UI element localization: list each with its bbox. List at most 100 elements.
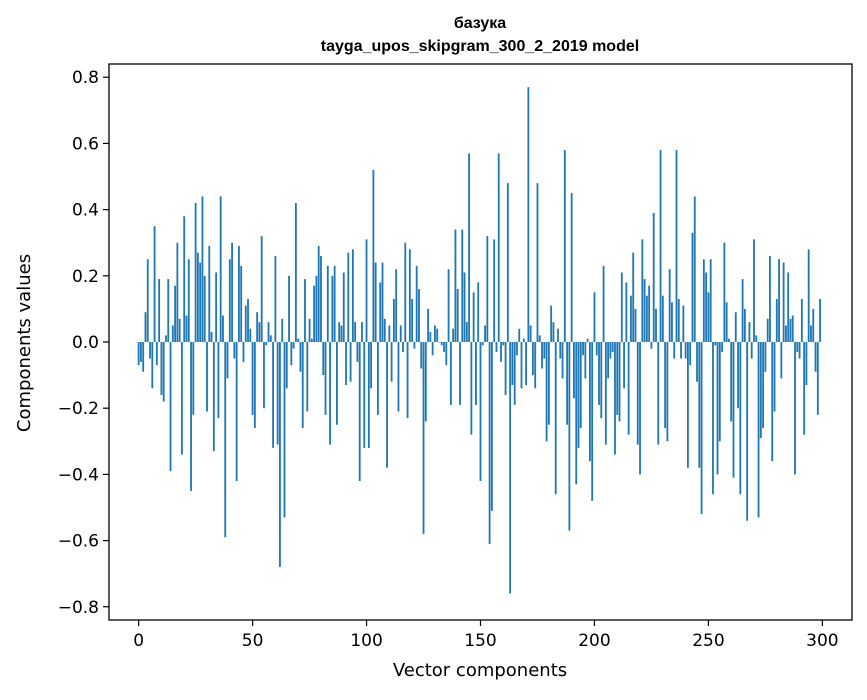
bar [522,338,525,342]
bar [249,328,252,342]
bar [616,342,619,415]
bar [206,342,208,412]
bar [440,342,443,346]
bar [408,249,411,342]
bar [411,298,414,342]
bar [743,308,746,342]
bar [142,342,145,372]
bar [497,153,500,342]
bar [404,242,407,342]
bar [591,342,594,501]
bar [367,342,370,448]
bar [805,342,808,386]
y-tick-label: 0.2 [72,267,99,287]
bar [746,342,749,521]
bar [643,279,646,342]
bar [696,342,698,382]
bar [712,342,714,495]
bar [807,249,810,342]
bar [297,338,300,342]
bar [151,342,154,389]
bar [645,295,648,342]
bar [668,269,671,342]
bar [784,325,787,342]
bar [559,342,562,359]
bar [748,322,751,342]
bar [650,342,653,349]
bar [190,342,192,491]
bar [709,259,712,342]
bar [595,342,598,356]
bar [146,259,149,342]
bar [693,196,696,342]
bar [566,342,569,425]
bar [689,342,692,366]
bar [810,325,812,342]
bar [769,255,771,342]
bars-group [137,87,821,594]
bar [365,239,368,342]
bar [800,298,803,342]
bar [707,292,710,342]
bar [814,342,817,372]
bar [283,342,286,518]
bar [253,342,256,429]
y-axis-label: Components values [14,254,35,432]
bar [604,342,607,445]
bar [187,259,190,342]
bar [721,342,723,352]
bar [235,342,238,481]
bar [739,342,742,495]
bar [310,338,313,342]
bar [429,332,432,342]
bar [260,236,263,342]
bar [354,322,357,342]
bar [782,262,785,342]
x-axis-ticks: 0 50 100 150 200 250 300 [133,620,839,651]
bar [661,295,664,342]
bar [684,342,687,359]
bar [228,259,231,342]
bar [716,342,719,475]
bar [196,252,199,342]
bar [176,242,179,342]
bar [819,298,821,342]
bar [210,332,213,342]
bar [534,342,537,389]
x-tick-label: 50 [242,631,264,651]
bar [397,342,400,412]
bar [383,318,386,342]
bar [618,342,621,422]
bar [436,328,439,342]
bar [787,272,790,342]
bar [757,342,760,518]
bar [725,302,728,342]
bar [655,308,657,342]
bar [579,342,582,429]
bar [536,183,539,342]
bar [454,229,457,342]
bar [222,315,224,342]
bar [614,342,616,455]
bar [611,342,614,352]
chart-subtitle: tayga_upos_skipgram_300_2_2019 model [321,38,639,55]
bar [766,318,769,342]
bar [532,342,534,376]
bar [639,342,641,475]
bar [304,279,306,342]
bar [308,318,311,342]
bar [402,342,404,352]
bar [377,342,379,415]
bar [470,342,473,435]
bar [705,272,708,342]
bar [623,342,625,389]
bar [677,298,680,342]
bar [215,272,218,342]
bar [374,262,377,342]
bar [194,203,197,342]
bar [361,322,363,342]
bar [434,325,436,342]
bar [315,275,318,342]
bar [816,342,819,415]
bar [753,239,755,342]
